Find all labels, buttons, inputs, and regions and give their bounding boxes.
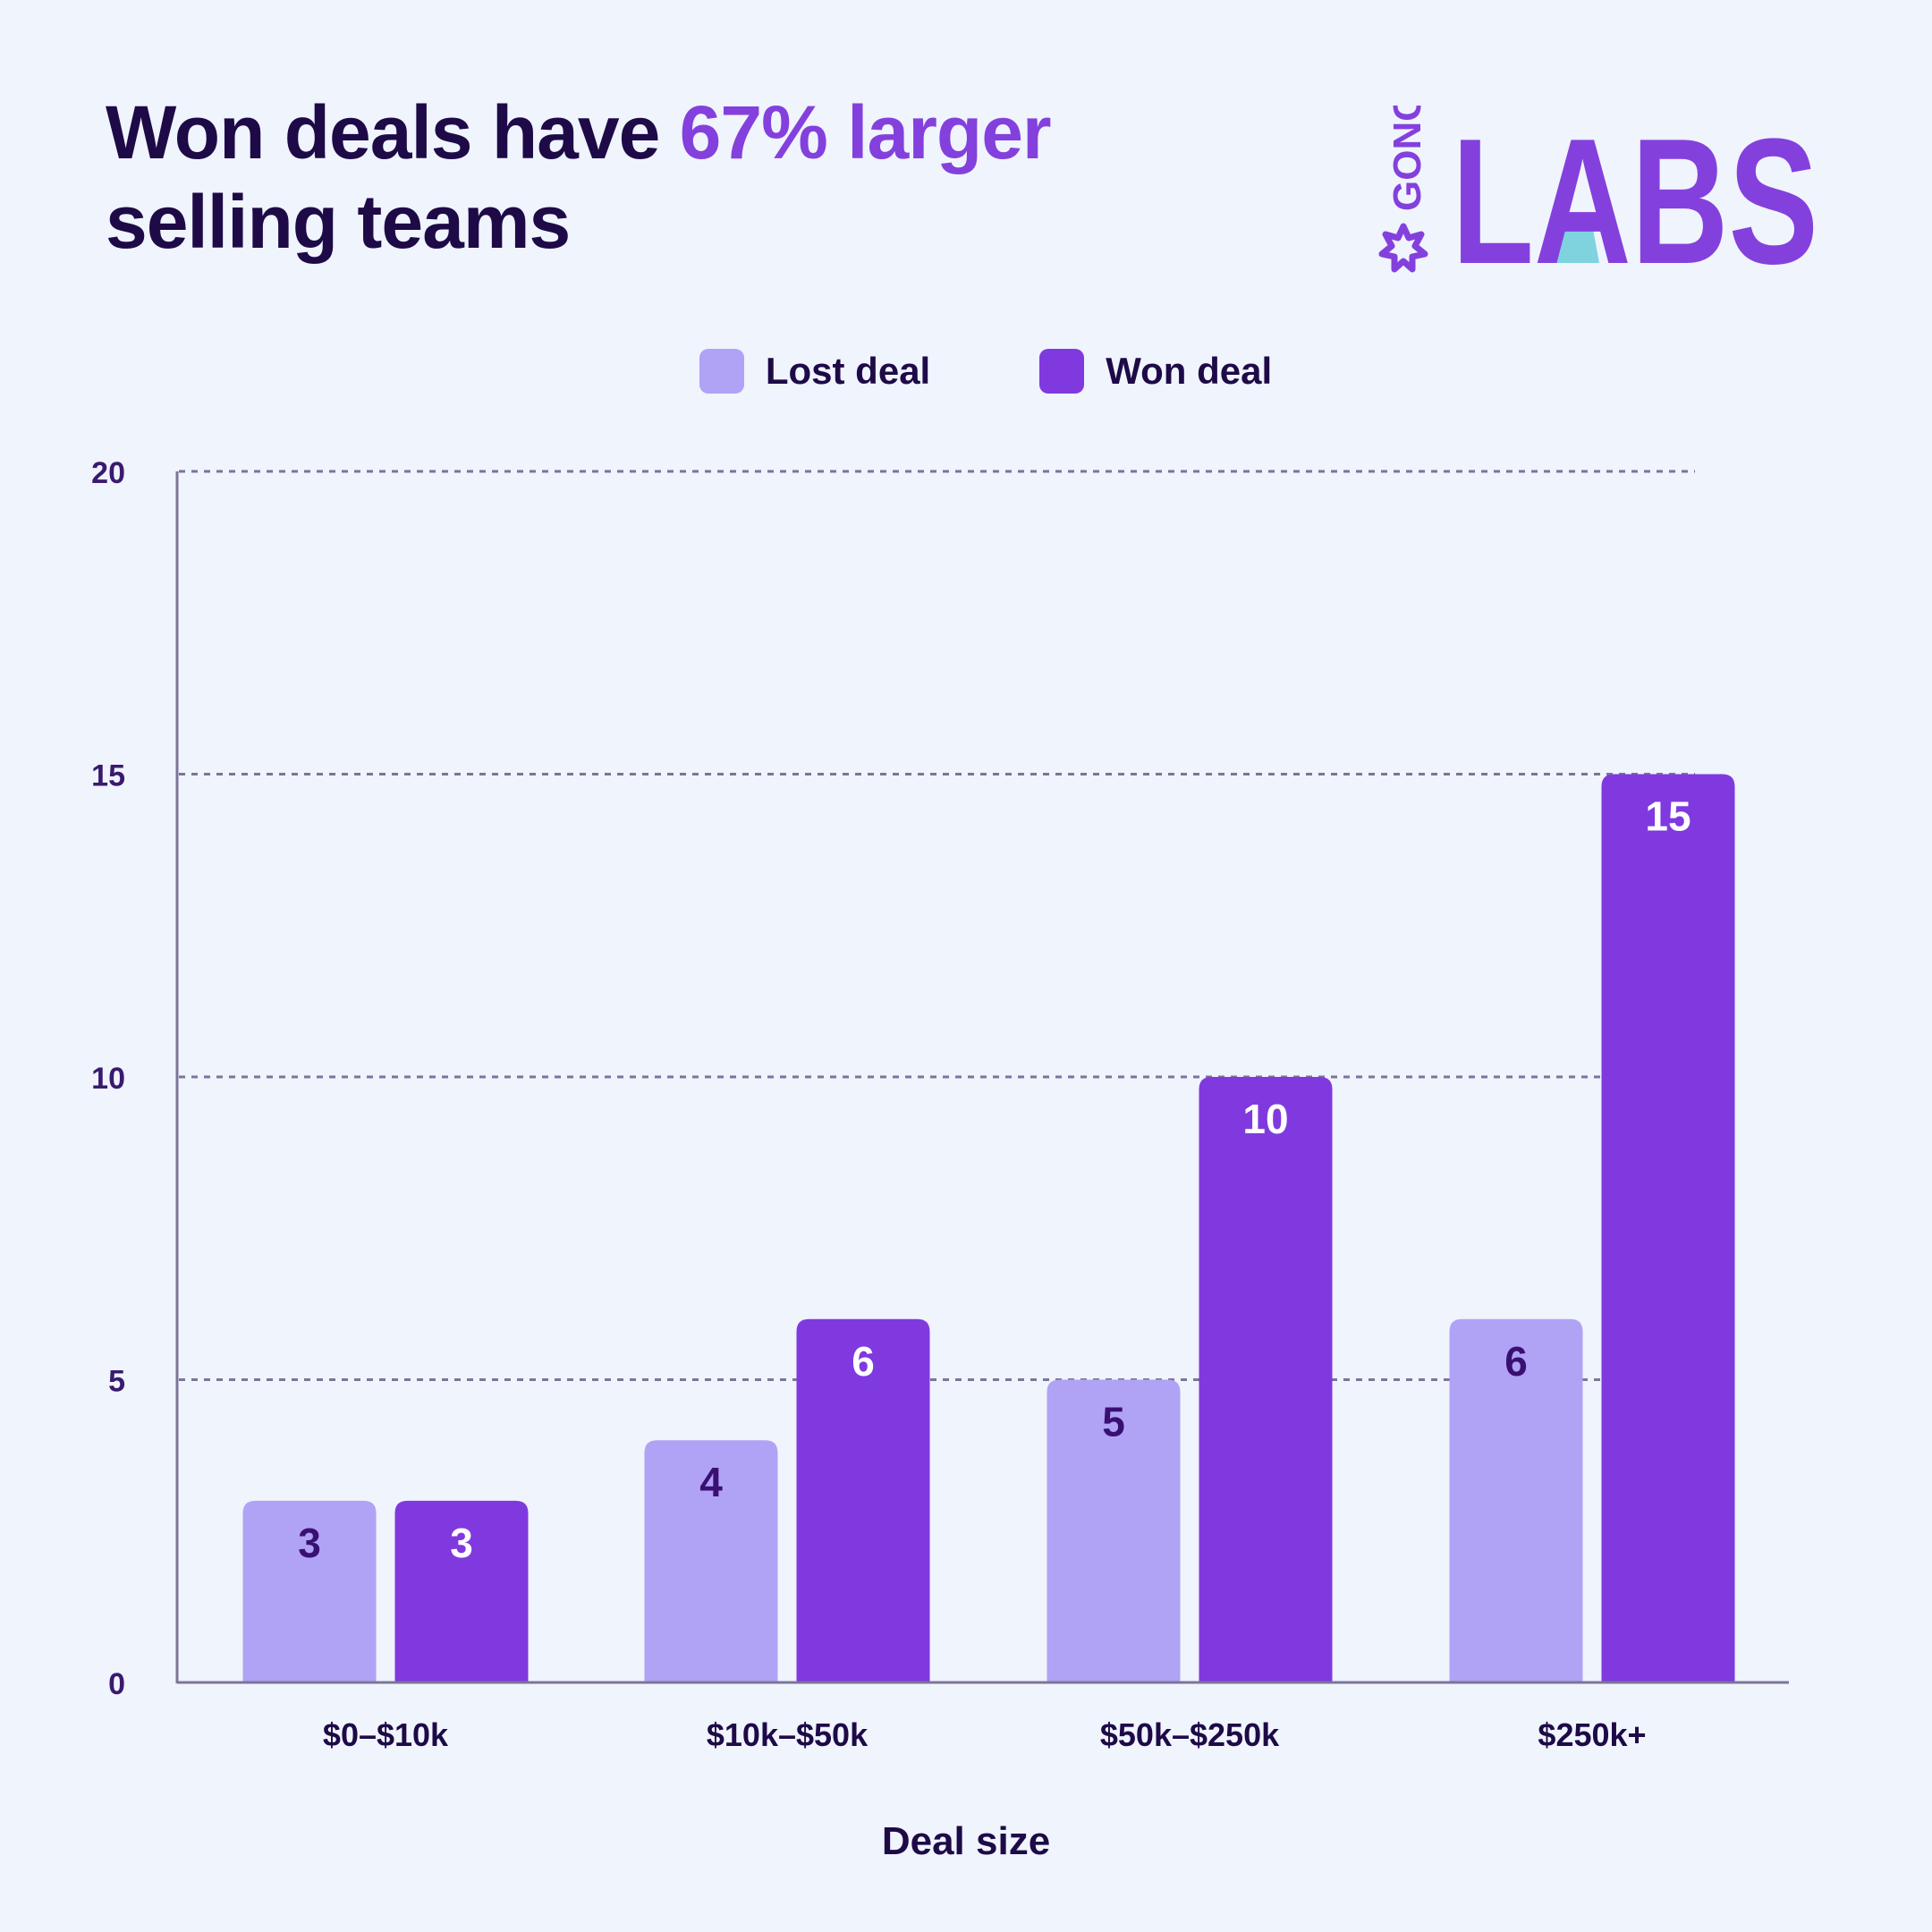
logo-labs-text: LABS [1452,106,1818,275]
title-highlight: 67% larger [679,90,1052,174]
x-tick-label: $250k+ [1538,1716,1646,1753]
bar-value-label: 4 [699,1459,723,1505]
gong-labs-logo: GONG LABS [1378,106,1818,275]
gridlines [179,470,1695,1381]
bar-value-label: 6 [852,1338,875,1385]
legend: Lost deal Won deal [0,349,1932,394]
title-part-2: selling teams [106,180,571,264]
bar-lost [1046,1379,1181,1682]
bar-won [1199,1077,1333,1682]
bar-value-label: 3 [450,1520,473,1566]
y-tick-label: 0 [108,1667,125,1701]
y-tick-label: 15 [91,759,125,793]
x-axis-title: Deal size [882,1819,1050,1863]
x-tick-label: $0–$10k [323,1716,449,1753]
bar-value-label: 15 [1645,793,1690,840]
legend-swatch [699,349,744,394]
x-tick-label: $50k–$250k [1100,1716,1280,1753]
legend-item-won: Won deal [1000,349,1272,394]
bar-won [1601,774,1735,1682]
legend-item-lost: Lost deal [660,349,930,394]
legend-label: Lost deal [765,350,931,392]
bar-won [394,1500,529,1682]
y-tick-label: 10 [91,1062,125,1096]
bar-lost [242,1500,377,1682]
logo-flask-fill [1544,215,1599,263]
bar-value-label: 6 [1504,1338,1528,1385]
logo-gong-text: GONG [1385,106,1429,211]
x-axis-ticks: $0–$10k $10k–$50k $50k–$250k $250k+ [323,1716,1647,1753]
legend-swatch [1039,349,1085,394]
bars: 3 3 4 6 5 10 6 15 [242,774,1735,1682]
bar-won [796,1318,930,1682]
bar-lost [1449,1318,1583,1682]
y-tick-label: 20 [91,456,125,490]
bar-value-label: 10 [1242,1096,1288,1142]
bar-value-label: 5 [1102,1399,1125,1445]
chart-title: Won deals have 67% larger selling teams [106,88,1268,267]
y-axis-ticks: 0 5 10 15 20 [91,456,125,1701]
legend-label: Won deal [1106,350,1273,392]
x-tick-label: $10k–$50k [707,1716,869,1753]
logo-burst-icon [1378,223,1428,273]
bar-value-label: 3 [298,1520,321,1566]
title-part-1: Won deals have [106,90,680,174]
y-tick-label: 5 [108,1365,125,1399]
bar-lost [644,1440,778,1682]
